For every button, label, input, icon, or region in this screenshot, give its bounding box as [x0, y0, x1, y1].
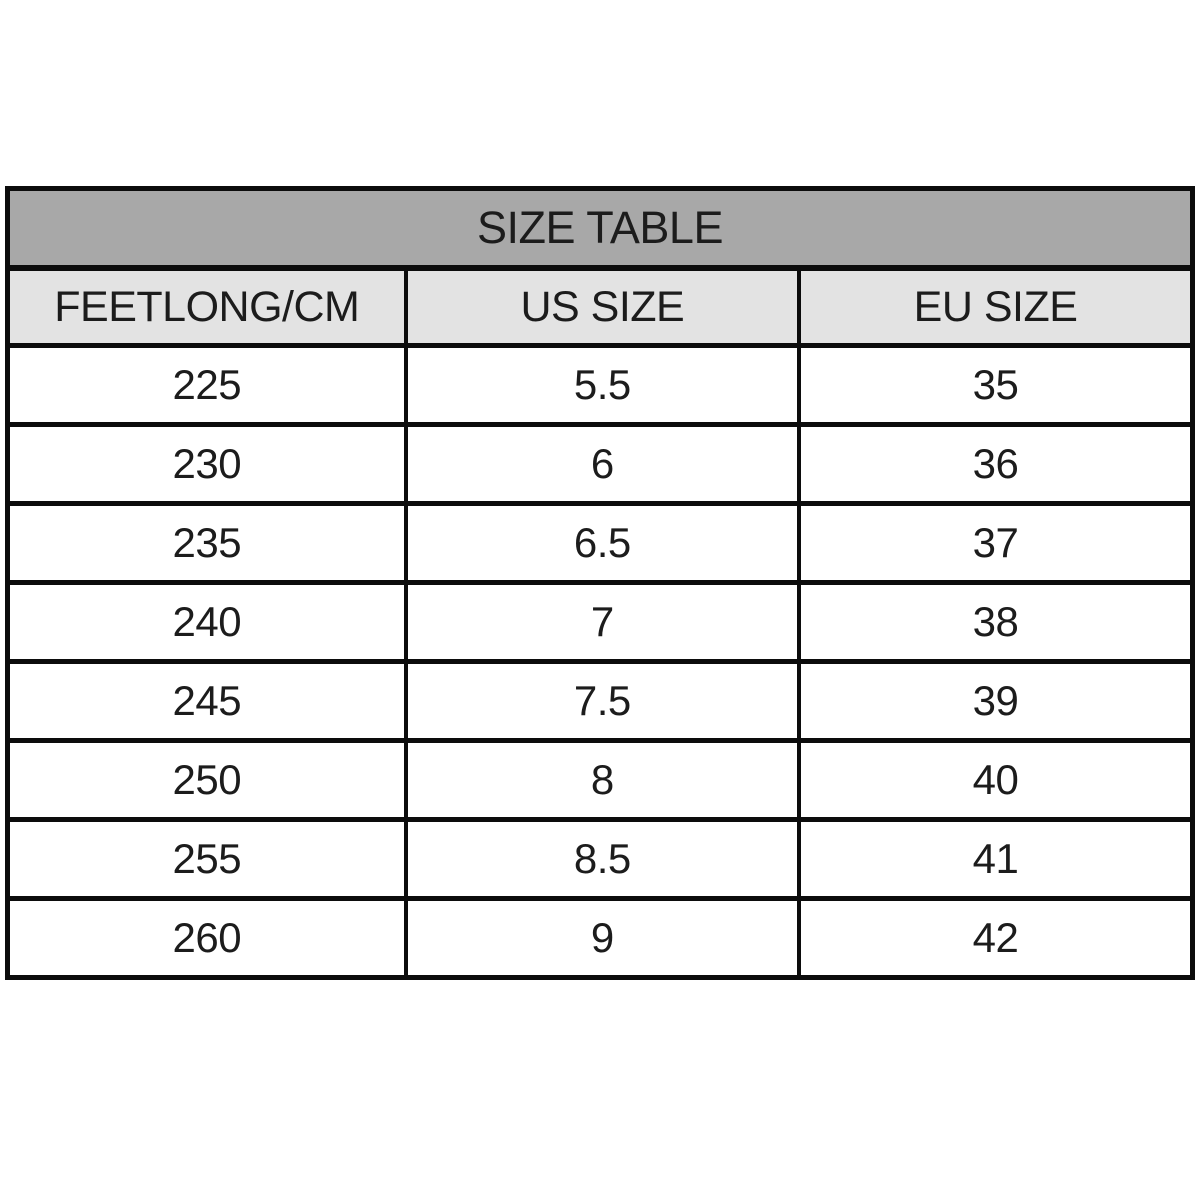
- table-title-row: SIZE TABLE: [5, 186, 1195, 271]
- table-row: 235 6.5 37: [5, 501, 1195, 585]
- cell-us-size: 7.5: [403, 659, 802, 743]
- size-table: SIZE TABLE FEETLONG/CM US SIZE EU SIZE 2…: [5, 186, 1195, 980]
- cell-feetlong: 240: [5, 580, 408, 664]
- cell-us-size: 6.5: [403, 501, 802, 585]
- cell-eu-size: 38: [797, 580, 1195, 664]
- cell-us-size: 7: [403, 580, 802, 664]
- table-header-row: FEETLONG/CM US SIZE EU SIZE: [5, 266, 1195, 348]
- cell-feetlong: 225: [5, 343, 408, 427]
- cell-eu-size: 40: [797, 738, 1195, 822]
- table-row: 245 7.5 39: [5, 659, 1195, 743]
- cell-eu-size: 37: [797, 501, 1195, 585]
- column-header-feetlong-cm: FEETLONG/CM: [5, 266, 408, 348]
- table-title: SIZE TABLE: [5, 186, 1195, 271]
- table-row: 225 5.5 35: [5, 343, 1195, 427]
- table-row: 255 8.5 41: [5, 817, 1195, 901]
- cell-feetlong: 235: [5, 501, 408, 585]
- table-row: 250 8 40: [5, 738, 1195, 822]
- table-row: 230 6 36: [5, 422, 1195, 506]
- cell-feetlong: 230: [5, 422, 408, 506]
- cell-feetlong: 250: [5, 738, 408, 822]
- cell-eu-size: 39: [797, 659, 1195, 743]
- cell-us-size: 8: [403, 738, 802, 822]
- cell-us-size: 6: [403, 422, 802, 506]
- cell-eu-size: 36: [797, 422, 1195, 506]
- cell-feetlong: 245: [5, 659, 408, 743]
- cell-feetlong: 255: [5, 817, 408, 901]
- cell-eu-size: 35: [797, 343, 1195, 427]
- cell-feetlong: 260: [5, 896, 408, 980]
- column-header-eu-size: EU SIZE: [797, 266, 1195, 348]
- table-row: 240 7 38: [5, 580, 1195, 664]
- cell-us-size: 8.5: [403, 817, 802, 901]
- table-row: 260 9 42: [5, 896, 1195, 980]
- column-header-us-size: US SIZE: [403, 266, 802, 348]
- cell-us-size: 5.5: [403, 343, 802, 427]
- cell-eu-size: 42: [797, 896, 1195, 980]
- cell-eu-size: 41: [797, 817, 1195, 901]
- cell-us-size: 9: [403, 896, 802, 980]
